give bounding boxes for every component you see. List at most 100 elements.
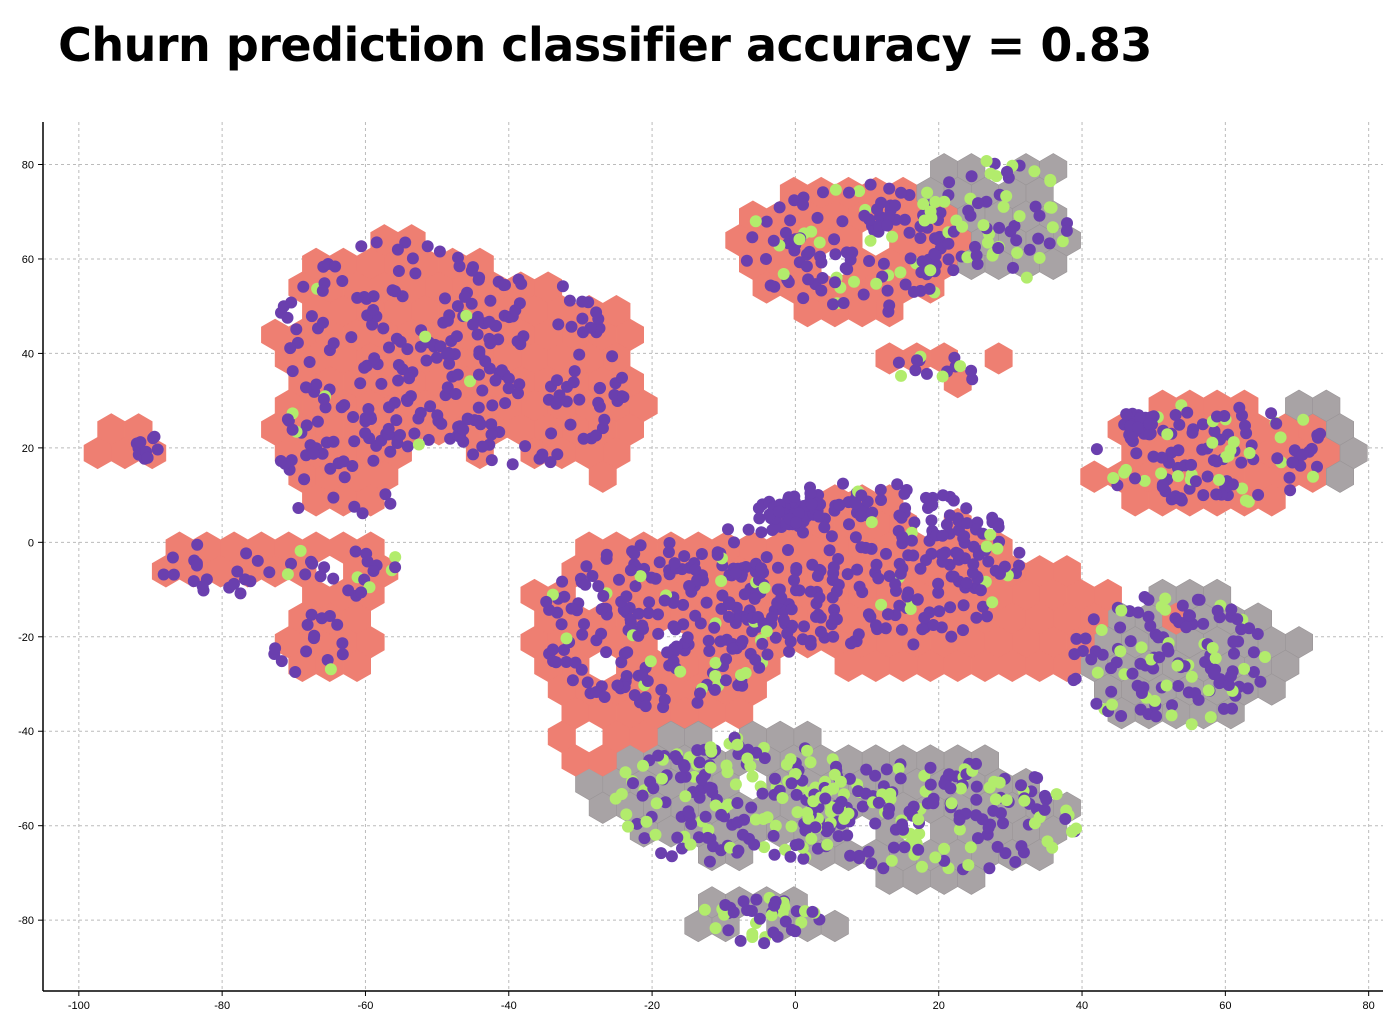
- point-purple: [785, 777, 798, 790]
- point-green: [721, 766, 734, 779]
- point-purple: [502, 372, 515, 385]
- point-purple: [813, 510, 825, 523]
- point-purple: [451, 368, 464, 381]
- point-purple: [613, 573, 625, 586]
- point-purple: [620, 590, 633, 603]
- point-green: [715, 575, 728, 587]
- point-purple: [450, 330, 463, 343]
- point-green: [964, 841, 977, 854]
- point-green: [760, 625, 773, 638]
- point-purple: [637, 623, 649, 635]
- point-purple: [827, 561, 840, 574]
- point-purple: [904, 252, 917, 265]
- point-purple: [1105, 662, 1117, 675]
- point-purple: [866, 506, 879, 519]
- point-purple: [671, 831, 684, 844]
- point-green: [698, 903, 711, 916]
- point-purple: [592, 396, 605, 409]
- point-purple: [652, 749, 665, 762]
- point-purple: [1174, 492, 1187, 505]
- point-purple: [695, 773, 708, 786]
- point-green: [769, 819, 782, 832]
- point-green: [1056, 235, 1069, 248]
- point-green: [791, 806, 804, 819]
- point-purple: [766, 611, 778, 624]
- point-green: [1028, 817, 1041, 830]
- point-purple: [576, 312, 589, 325]
- point-purple: [683, 580, 696, 592]
- point-purple: [1105, 685, 1118, 698]
- point-purple: [551, 448, 564, 461]
- point-green: [984, 167, 997, 180]
- point-purple: [742, 743, 754, 756]
- point-purple: [632, 607, 645, 620]
- point-purple: [600, 646, 613, 659]
- point-purple: [384, 497, 397, 510]
- point-purple: [579, 578, 592, 591]
- point-purple: [715, 808, 728, 821]
- point-green: [918, 769, 931, 782]
- point-purple: [773, 201, 786, 214]
- point-purple: [977, 600, 989, 613]
- point-green: [827, 782, 840, 795]
- point-purple: [994, 567, 1006, 580]
- point-purple: [485, 418, 498, 431]
- point-green: [924, 264, 937, 277]
- point-purple: [821, 821, 834, 834]
- point-purple: [714, 635, 727, 648]
- point-purple: [722, 924, 735, 937]
- point-purple: [877, 257, 890, 270]
- point-purple: [983, 862, 996, 875]
- point-purple: [662, 546, 675, 559]
- point-purple: [658, 594, 671, 607]
- point-purple: [151, 443, 164, 456]
- point-purple: [424, 400, 437, 413]
- point-purple: [925, 514, 938, 527]
- point-purple: [1187, 423, 1200, 436]
- point-purple: [550, 397, 563, 410]
- point-purple: [689, 563, 702, 576]
- point-green: [735, 669, 747, 681]
- point-purple: [799, 824, 812, 837]
- point-purple: [616, 371, 628, 384]
- point-purple: [631, 817, 643, 830]
- point-purple: [358, 361, 371, 374]
- point-purple: [474, 418, 487, 431]
- point-green: [986, 596, 999, 609]
- point-purple: [590, 306, 603, 319]
- point-purple: [728, 536, 740, 549]
- point-green: [1259, 651, 1271, 663]
- point-purple: [870, 558, 883, 571]
- point-purple: [843, 518, 855, 531]
- point-purple: [167, 568, 180, 581]
- point-purple: [817, 186, 829, 199]
- point-purple: [392, 359, 405, 371]
- point-purple: [903, 226, 916, 239]
- point-purple: [581, 676, 594, 689]
- point-purple: [760, 551, 773, 564]
- point-purple: [695, 548, 708, 560]
- point-purple: [628, 689, 641, 702]
- point-purple: [449, 388, 462, 400]
- point-purple: [653, 556, 666, 569]
- point-purple: [681, 631, 694, 644]
- point-purple: [1010, 234, 1023, 247]
- point-purple: [843, 772, 856, 785]
- point-green: [729, 778, 742, 791]
- point-purple: [925, 547, 938, 560]
- point-purple: [1156, 478, 1169, 491]
- point-purple: [869, 769, 882, 782]
- point-purple: [753, 912, 766, 925]
- point-purple: [568, 365, 581, 378]
- point-green: [865, 516, 878, 529]
- point-purple: [1120, 408, 1133, 421]
- point-purple: [732, 748, 745, 760]
- point-purple: [383, 341, 395, 354]
- point-purple: [317, 393, 330, 405]
- point-green: [954, 360, 967, 373]
- point-green: [1161, 428, 1174, 441]
- point-purple: [502, 382, 515, 395]
- point-purple: [932, 577, 945, 590]
- point-purple: [804, 634, 817, 647]
- point-purple: [972, 832, 984, 845]
